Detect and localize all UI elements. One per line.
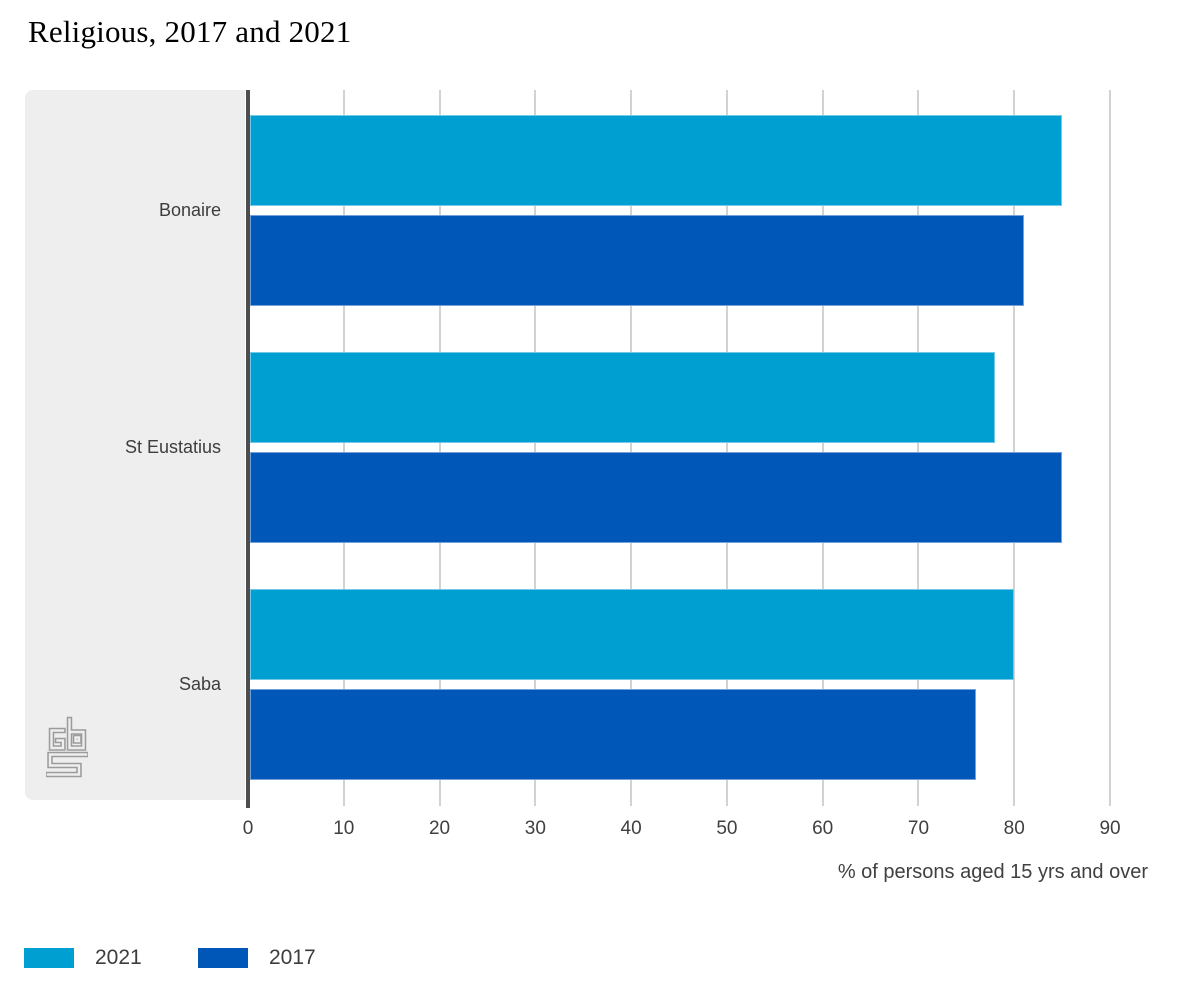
x-tick-label-60: 60 (812, 818, 834, 839)
cbs-logo-icon (46, 716, 88, 778)
gridline-40 (630, 90, 633, 806)
bar-2017-saba[interactable] (250, 689, 976, 780)
x-axis-title: % of persons aged 15 yrs and over (837, 861, 1148, 883)
gridline-20 (438, 90, 441, 806)
legend-swatch-2017 (198, 948, 248, 968)
legend-label-2021: 2021 (95, 946, 142, 969)
x-tick-label-40: 40 (620, 818, 642, 839)
gridline-10 (342, 90, 345, 806)
gridline-90 (1109, 90, 1112, 806)
gridline-70 (917, 90, 920, 806)
x-tick-label-30: 30 (524, 818, 546, 839)
legend-item-2017[interactable]: 2017 (198, 946, 316, 970)
bar-2017-bonaire[interactable] (250, 215, 1024, 306)
category-label-saba: Saba (178, 674, 221, 694)
legend-swatch-2021 (24, 948, 74, 968)
x-tick-label-0: 0 (242, 818, 254, 839)
y-axis-line (246, 90, 250, 808)
gridline-60 (821, 90, 824, 806)
category-label-st-eustatius: St Eustatius (124, 437, 221, 457)
legend-label-2017: 2017 (269, 946, 316, 969)
bar-2021-bonaire[interactable] (250, 115, 1063, 206)
category-label-panel (25, 90, 245, 800)
x-tick-label-90: 90 (1099, 818, 1121, 839)
legend-item-2021[interactable]: 2021 (24, 946, 142, 970)
x-tick-label-50: 50 (716, 818, 738, 839)
x-tick-label-10: 10 (333, 818, 355, 839)
gridline-80 (1013, 90, 1016, 806)
bar-2021-saba[interactable] (250, 589, 1015, 680)
x-tick-label-20: 20 (428, 818, 451, 839)
category-label-bonaire: Bonaire (158, 200, 221, 220)
gridline-30 (534, 90, 537, 806)
bar-2021-st-eustatius[interactable] (250, 352, 996, 443)
x-tick-label-70: 70 (907, 818, 930, 839)
x-tick-label-80: 80 (1003, 818, 1025, 839)
chart-title: Religious, 2017 and 2021 (28, 14, 352, 49)
gridline-50 (725, 90, 728, 806)
bar-2017-st-eustatius[interactable] (250, 452, 1063, 543)
